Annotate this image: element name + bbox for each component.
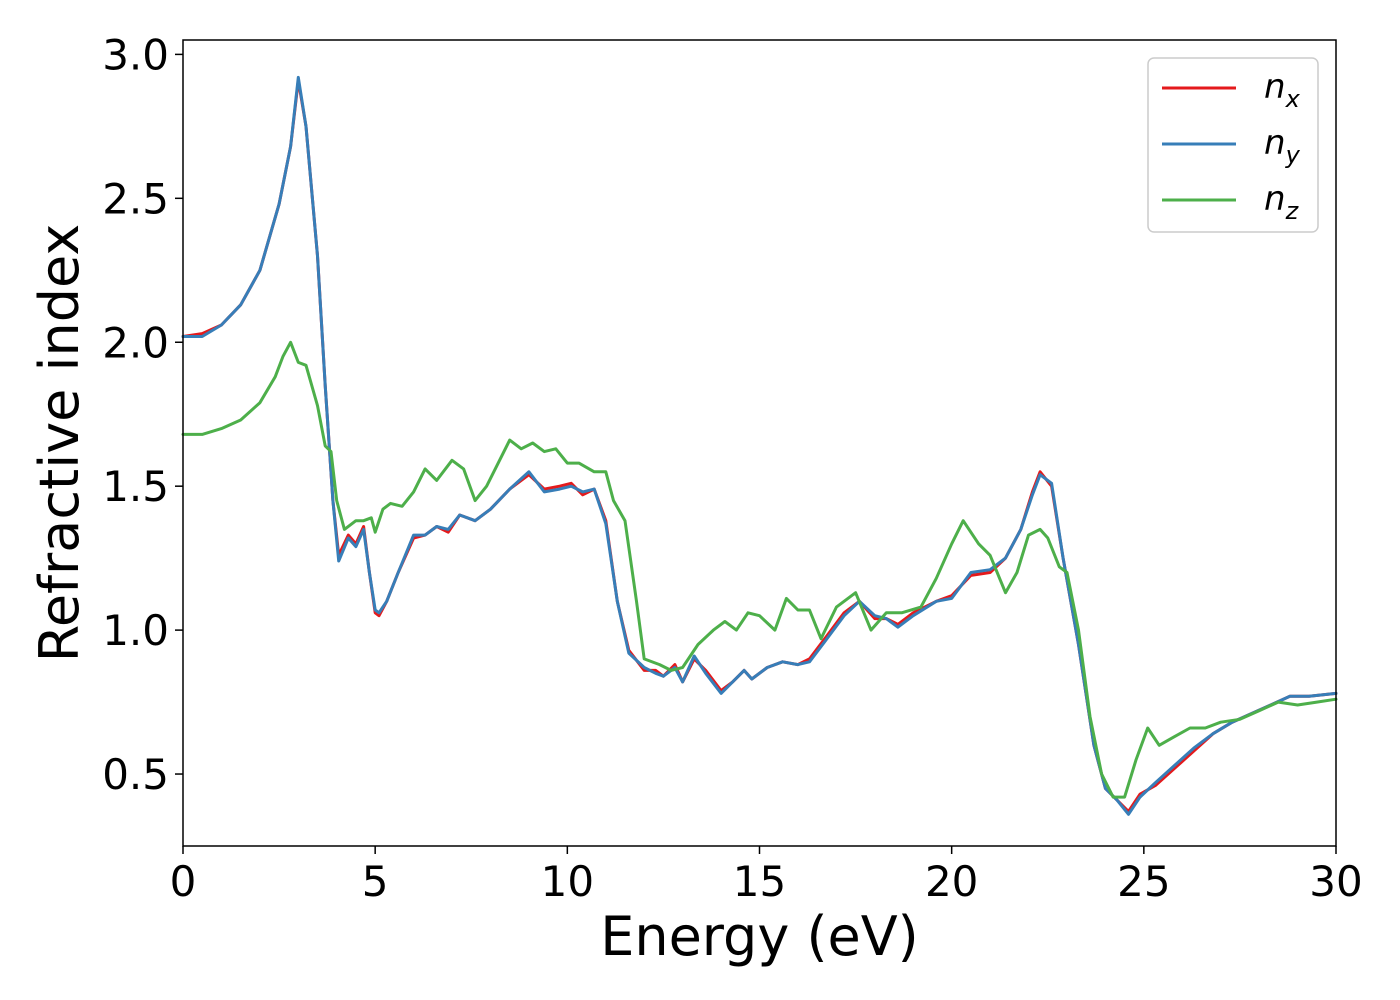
x-tick-label: 25 xyxy=(1117,857,1170,906)
y-tick-label: 3.0 xyxy=(102,30,169,79)
y-tick-label: 2.0 xyxy=(102,318,169,367)
x-tick-label: 30 xyxy=(1309,857,1362,906)
legend-subscript: y xyxy=(1285,141,1301,169)
y-tick-label: 1.5 xyxy=(102,462,169,511)
series-line-z xyxy=(181,340,1338,799)
legend-subscript: x xyxy=(1285,85,1301,113)
legend-subscript: z xyxy=(1285,197,1300,225)
x-axis: 0 5 10 15 20 25 30 xyxy=(170,846,1363,906)
y-axis-title: Refractive index xyxy=(28,224,91,663)
y-tick-label: 1.0 xyxy=(102,606,169,655)
x-tick-label: 10 xyxy=(541,857,594,906)
x-axis-title: Energy (eV) xyxy=(600,905,919,968)
plot-area xyxy=(181,75,1338,816)
x-tick-label: 20 xyxy=(925,857,978,906)
plot-frame xyxy=(182,39,1337,847)
y-tick-label: 2.5 xyxy=(102,174,169,223)
x-tick-label: 5 xyxy=(362,857,389,906)
x-tick-label: 0 xyxy=(170,857,197,906)
y-tick-label: 0.5 xyxy=(102,750,169,799)
y-axis: 0.5 1.0 1.5 2.0 2.5 3.0 xyxy=(102,30,183,799)
x-tick-label: 15 xyxy=(733,857,786,906)
